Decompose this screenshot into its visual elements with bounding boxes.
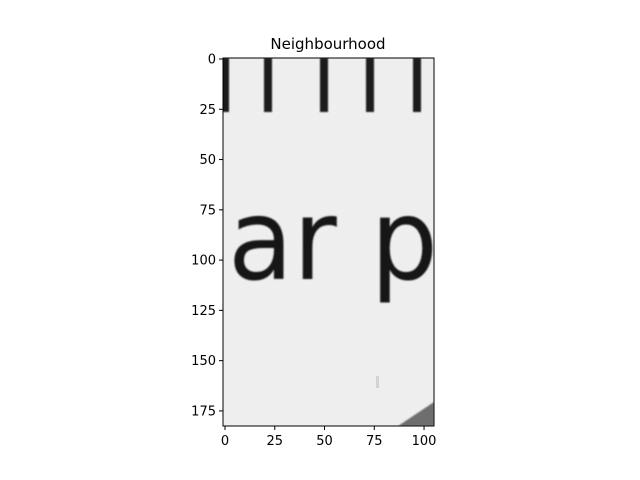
plot-title: Neighbourhood <box>270 35 385 53</box>
x-axis: 0 25 50 75 100 <box>221 426 437 449</box>
image-panel: ar p <box>223 58 438 426</box>
axes-frame <box>222 57 435 427</box>
text-fragment-glyphs: ar p <box>228 176 438 306</box>
speck <box>376 376 379 388</box>
y-tick-label: 50 <box>199 153 216 168</box>
y-tick-label: 75 <box>199 203 216 218</box>
paper-background <box>223 58 434 426</box>
y-axis: 0 25 50 75 100 125 150 175 <box>191 53 223 419</box>
y-tick-label: 0 <box>208 53 216 68</box>
x-tick-label: 50 <box>316 434 333 449</box>
x-tick-label: 25 <box>266 434 283 449</box>
y-tick-label: 100 <box>191 254 216 269</box>
y-tick-label: 175 <box>191 404 216 419</box>
y-tick-label: 125 <box>191 304 216 319</box>
x-tick-label: 75 <box>366 434 383 449</box>
top-marks <box>223 58 421 112</box>
corner-shadow <box>398 402 434 426</box>
text-fragment: ar p <box>228 176 438 306</box>
y-tick-label: 25 <box>199 103 216 118</box>
y-tick-label: 150 <box>191 354 216 369</box>
x-tick-label: 0 <box>221 434 229 449</box>
x-tick-label: 100 <box>412 434 437 449</box>
